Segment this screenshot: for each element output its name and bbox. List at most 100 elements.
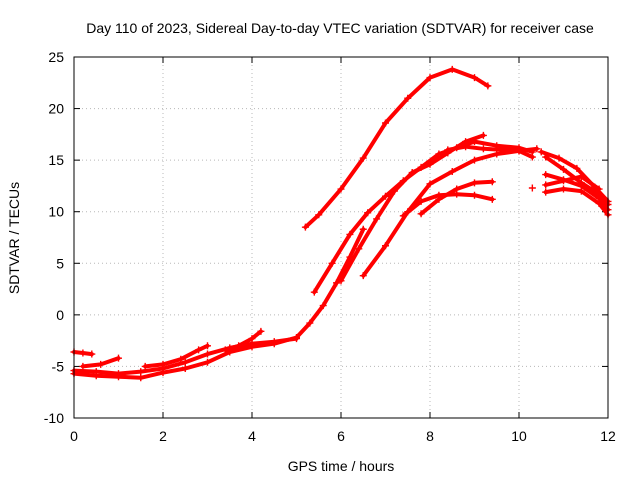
data-point — [221, 346, 229, 354]
data-point — [471, 156, 478, 164]
plot-area — [70, 65, 612, 382]
data-point — [537, 148, 545, 156]
data-point — [560, 177, 567, 185]
data-point — [306, 319, 314, 327]
data-point — [359, 225, 367, 233]
series-outlier — [528, 184, 536, 192]
y-tick-label: -10 — [44, 410, 64, 426]
y-tick-label: -5 — [52, 358, 65, 374]
data-point — [515, 147, 523, 155]
data-point — [555, 154, 563, 162]
data-point — [328, 259, 336, 267]
data-point — [319, 302, 327, 310]
data-point — [92, 368, 100, 376]
data-point — [315, 211, 323, 219]
data-point — [337, 277, 345, 285]
x-tick-label: 6 — [337, 428, 345, 444]
data-point — [528, 184, 536, 192]
series-line — [361, 148, 535, 278]
x-tick-label: 0 — [70, 428, 78, 444]
data-point — [88, 350, 96, 358]
series-trace-c — [70, 335, 300, 378]
data-point — [471, 179, 478, 187]
data-point — [408, 169, 416, 177]
data-point — [417, 197, 425, 205]
data-point — [301, 223, 309, 231]
tick-labels: 0 2 4 6 8 10 12 -10 -5 0 5 10 15 20 25 — [44, 49, 616, 444]
data-point — [235, 342, 243, 350]
data-point — [417, 210, 425, 218]
data-point — [595, 199, 603, 207]
data-point — [542, 171, 550, 179]
data-point — [137, 374, 145, 382]
data-point — [359, 154, 367, 162]
data-point — [444, 146, 452, 154]
series-trace-m — [444, 143, 541, 155]
series-line — [303, 67, 490, 230]
data-point — [115, 354, 122, 362]
data-point — [79, 362, 87, 370]
y-tick-label: 5 — [56, 255, 64, 271]
data-point — [462, 143, 470, 151]
data-point — [399, 212, 407, 220]
y-axis-label: SDTVAR / TECUs — [6, 182, 22, 294]
data-point — [177, 355, 185, 363]
data-point — [346, 230, 354, 238]
chart-title: Day 110 of 2023, Sidereal Day-to-day VTE… — [86, 20, 594, 36]
series-trace-r — [542, 173, 603, 193]
data-point — [373, 215, 381, 223]
x-tick-label: 2 — [159, 428, 167, 444]
plot-frame — [73, 56, 609, 419]
data-point — [528, 153, 536, 161]
data-point — [426, 160, 434, 168]
data-point — [181, 364, 189, 372]
data-point — [404, 94, 412, 102]
data-point — [448, 65, 456, 73]
data-point — [542, 188, 550, 196]
data-point — [115, 370, 122, 378]
data-point — [577, 187, 585, 195]
data-point — [382, 242, 389, 250]
data-point — [204, 350, 211, 358]
series-trace-f — [221, 327, 265, 354]
data-point — [471, 74, 478, 82]
series-trace-e — [141, 342, 211, 370]
data-point — [560, 165, 567, 173]
y-tick-label: 0 — [56, 307, 64, 323]
data-point — [97, 360, 105, 368]
series-trace-l — [417, 178, 496, 218]
data-point — [426, 74, 434, 82]
x-tick-label: 12 — [600, 428, 616, 444]
data-point — [577, 173, 585, 181]
data-point — [390, 187, 398, 195]
data-point — [270, 338, 278, 346]
data-point — [426, 180, 434, 188]
data-point — [337, 185, 345, 193]
x-tick-label: 8 — [426, 428, 434, 444]
data-point — [333, 279, 341, 287]
data-point — [293, 335, 300, 343]
data-point — [204, 358, 211, 366]
series-line — [72, 227, 366, 380]
data-point — [382, 192, 389, 200]
data-point — [181, 358, 189, 366]
data-point — [382, 119, 389, 127]
x-axis-label: GPS time / hours — [288, 458, 395, 474]
data-point — [542, 153, 550, 161]
data-point — [248, 335, 256, 343]
y-tick-label: 15 — [48, 152, 64, 168]
data-point — [79, 349, 87, 357]
y-tick-label: 10 — [48, 204, 64, 220]
data-point — [542, 181, 550, 189]
series-trace-i — [337, 131, 487, 285]
data-point — [195, 346, 203, 354]
data-point — [435, 195, 443, 203]
data-point — [310, 288, 318, 296]
series-line — [543, 174, 602, 191]
data-point — [479, 131, 487, 139]
data-point — [488, 178, 496, 186]
series-line — [223, 329, 263, 352]
data-point — [448, 167, 456, 175]
data-point — [355, 245, 363, 253]
